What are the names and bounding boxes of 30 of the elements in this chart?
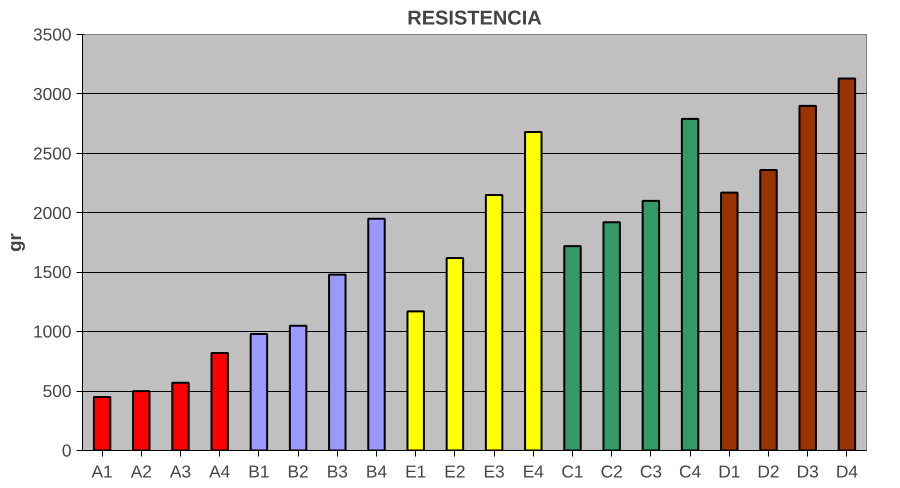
y-tick-label: 1000 <box>32 322 72 342</box>
x-tick-label: C3 <box>640 462 662 482</box>
y-axis-title: gr <box>4 233 25 252</box>
x-tick-label: A2 <box>130 462 152 482</box>
y-tick-label: 3500 <box>32 24 72 44</box>
x-tick-label: E4 <box>522 462 544 482</box>
x-tick-label: C2 <box>600 462 623 482</box>
x-tick-label: E1 <box>405 462 426 482</box>
chart-title: RESISTENCIA <box>407 8 542 30</box>
y-tick-label: 500 <box>42 381 72 402</box>
y-tick-label: 1500 <box>32 262 72 282</box>
x-tick-label: E2 <box>444 462 466 482</box>
x-tick-label: D2 <box>757 462 780 482</box>
x-tick-label: B2 <box>288 462 309 482</box>
x-tick-label: B3 <box>326 462 348 482</box>
y-tick-label: 2500 <box>32 143 72 164</box>
x-tick-label: A4 <box>209 462 231 482</box>
x-tick-label: B4 <box>366 462 388 482</box>
x-tick-label: B1 <box>248 462 270 482</box>
x-tick-label: C4 <box>679 462 702 482</box>
x-tick-label: A3 <box>170 462 192 482</box>
y-tick-label: 2000 <box>32 202 72 223</box>
y-tick-label: 0 <box>62 440 72 460</box>
x-tick-label: E3 <box>484 462 505 482</box>
x-tick-label: A1 <box>92 462 113 482</box>
x-tick-label: D1 <box>718 462 740 482</box>
x-tick-label: C1 <box>561 462 584 482</box>
x-tick-label: D4 <box>836 462 858 482</box>
x-tick-label: D3 <box>796 462 819 482</box>
y-tick-label: 3000 <box>32 84 72 104</box>
